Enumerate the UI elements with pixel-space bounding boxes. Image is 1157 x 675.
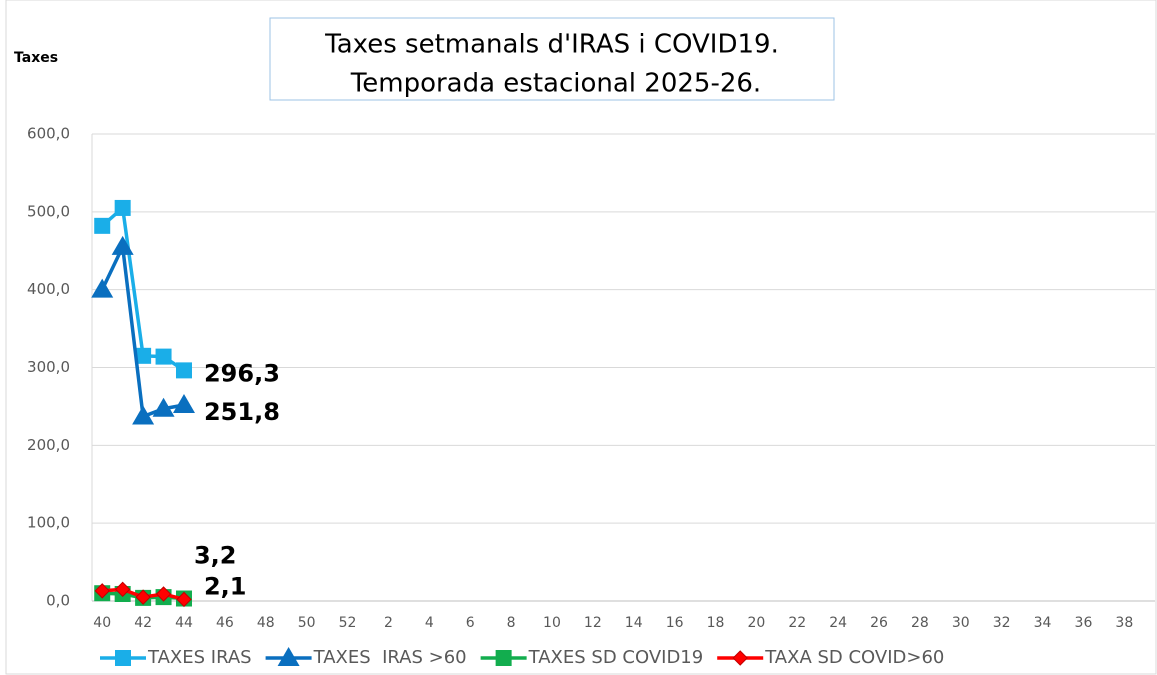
x-tick-label: 10 (543, 615, 561, 631)
data-label: 251,8 (204, 398, 280, 426)
x-tick-label: 24 (829, 615, 847, 631)
data-point (132, 405, 155, 425)
y-tick-label: 600,0 (27, 125, 70, 143)
data-point (155, 586, 172, 602)
x-tick-label: 50 (298, 615, 316, 631)
y-tick-label: 400,0 (27, 280, 70, 298)
legend-marker (732, 650, 748, 666)
data-label: 2,1 (204, 572, 247, 600)
data-point (135, 347, 152, 364)
x-tick-label: 38 (1115, 615, 1133, 631)
x-tick-label: 12 (584, 615, 602, 631)
data-point (135, 589, 151, 605)
data-label: 296,3 (204, 359, 280, 387)
data-point (176, 591, 192, 608)
data-point (152, 397, 175, 417)
y-tick-label: 500,0 (27, 202, 70, 220)
data-point (94, 583, 110, 599)
y-tick-label: 0,0 (46, 592, 70, 610)
x-tick-label: 14 (625, 615, 643, 631)
legend-marker (277, 647, 300, 666)
title-box (269, 17, 835, 101)
data-point (114, 581, 131, 598)
chart-subtitle: Temporada estacional 2025-26. (350, 69, 761, 99)
y-tick-label: 100,0 (27, 514, 70, 532)
data-point (111, 235, 134, 255)
x-tick-label: 48 (257, 615, 275, 631)
legend-marker (495, 650, 512, 666)
x-tick-label: 40 (93, 615, 111, 631)
x-tick-label: 6 (466, 615, 475, 631)
x-tick-label: 28 (911, 615, 929, 631)
x-tick-label: 52 (339, 615, 357, 631)
x-tick-label: 26 (870, 615, 888, 631)
data-point (94, 217, 111, 234)
x-tick-label: 22 (788, 615, 806, 631)
x-tick-label: 2 (384, 615, 393, 631)
series-line (101, 204, 185, 372)
data-label: 3,2 (194, 542, 237, 570)
data-point (155, 348, 172, 365)
chart-frame (5, 0, 1157, 675)
data-point (114, 199, 131, 216)
legend-label: TAXA SD COVID>60 (764, 647, 944, 668)
x-tick-label: 32 (993, 615, 1011, 631)
data-point (175, 362, 192, 379)
legend-label: TAXES SD COVID19 (528, 647, 704, 668)
legend-label: TAXES IRAS (147, 647, 252, 668)
data-point (172, 394, 195, 414)
x-tick-label: 34 (1034, 615, 1052, 631)
series-line (100, 240, 185, 419)
x-tick-label: 18 (707, 615, 725, 631)
x-tick-label: 16 (666, 615, 684, 631)
y-axis-label: Taxes (14, 50, 58, 66)
x-tick-label: 30 (952, 615, 970, 631)
x-tick-label: 4 (425, 615, 434, 631)
y-tick-label: 300,0 (27, 358, 70, 376)
x-tick-label: 20 (747, 615, 765, 631)
x-tick-label: 44 (175, 615, 193, 631)
x-tick-label: 42 (134, 615, 152, 631)
legend-label: TAXES IRAS >60 (313, 647, 467, 668)
x-tick-label: 36 (1075, 615, 1093, 631)
chart-title: Taxes setmanals d'IRAS i COVID19. (324, 30, 779, 60)
x-tick-label: 8 (507, 615, 516, 631)
legend-marker (115, 650, 131, 666)
y-tick-label: 200,0 (27, 436, 70, 454)
x-tick-label: 46 (216, 615, 234, 631)
data-point (91, 278, 114, 298)
